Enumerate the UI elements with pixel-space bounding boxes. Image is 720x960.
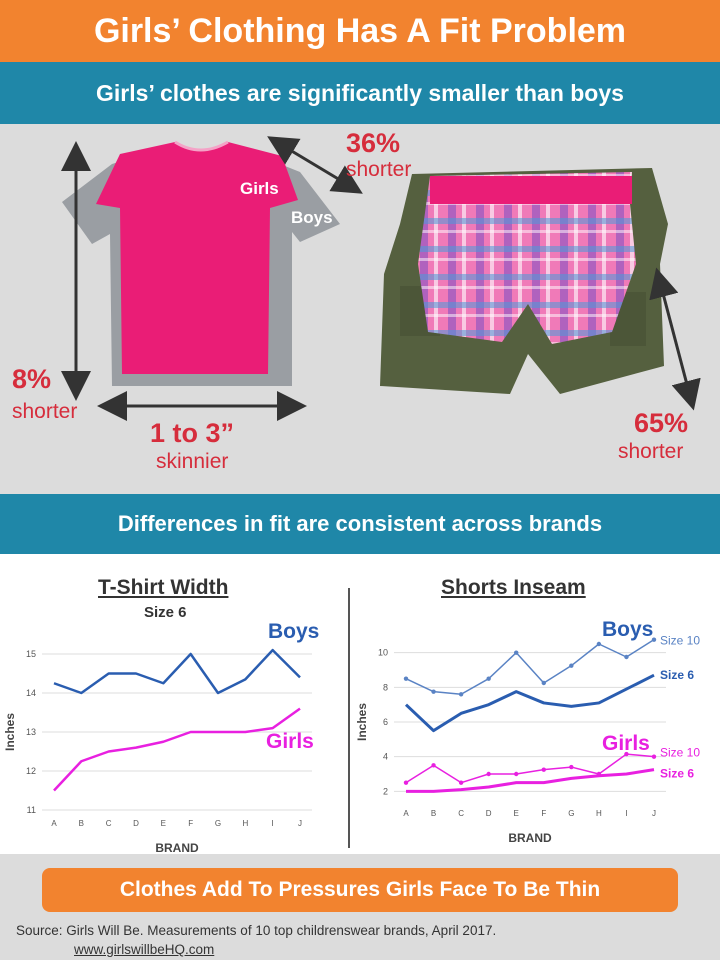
- y-tick-label: 11: [27, 805, 36, 815]
- y-tick-label: 10: [378, 648, 388, 658]
- data-point: [403, 780, 409, 785]
- data-point: [651, 754, 657, 759]
- series-end-label: Size 6: [660, 668, 694, 682]
- length-word: shorter: [12, 400, 78, 423]
- inseam-arrow: [649, 267, 701, 411]
- x-tick-label: E: [514, 809, 519, 818]
- x-tick-label: G: [215, 819, 221, 828]
- data-point: [514, 771, 519, 777]
- girls-shorts: [418, 172, 636, 344]
- x-tick-label: G: [568, 809, 574, 818]
- clothing-photo-area: Girls Boys 36% shorter 8% shorter 1 to 3…: [0, 124, 720, 494]
- data-point: [541, 680, 546, 686]
- sleeve-word: shorter: [346, 158, 412, 181]
- data-point: [458, 692, 464, 697]
- data-point: [569, 764, 574, 770]
- legend-girls: Girls: [602, 732, 650, 755]
- x-tick-label: J: [298, 819, 302, 828]
- data-point: [431, 689, 436, 694]
- legend-boys: Boys: [602, 618, 653, 641]
- tshirt-width-chart: 11 12 13 14 15 A B C D E F G H I J BRAND Inches Boys Girls: [3, 620, 319, 854]
- data-point: [486, 676, 491, 681]
- clothing-illustration: [61, 136, 701, 421]
- y-tick-label: 2: [383, 786, 388, 796]
- y-tick-label: 14: [26, 688, 36, 698]
- tshirt-chart-subtitle: Size 6: [144, 604, 187, 621]
- section-heading-fit: Girls’ clothes are significantly smaller…: [0, 62, 720, 124]
- x-tick-label: C: [458, 809, 464, 818]
- x-tick-label: H: [242, 819, 248, 828]
- series-line-boys-boys: [53, 648, 301, 695]
- y-tick-label: 4: [383, 752, 388, 762]
- page-title: Girls’ Clothing Has A Fit Problem: [0, 0, 720, 62]
- inseam-percent: 65%: [634, 408, 689, 438]
- y-tick-label: 8: [383, 682, 388, 692]
- x-tick-label: A: [403, 809, 409, 818]
- legend-boys: Boys: [268, 620, 319, 643]
- x-tick-label: C: [106, 819, 112, 828]
- x-tick-label: H: [596, 809, 602, 818]
- x-tick-label: D: [486, 809, 492, 818]
- series-end-label: Size 10: [660, 746, 700, 760]
- data-point: [569, 663, 574, 668]
- x-tick-label: I: [625, 809, 627, 818]
- y-axis-label: Inches: [355, 703, 369, 741]
- series-line-girls-girls: [53, 707, 301, 792]
- data-point: [431, 763, 436, 768]
- x-tick-label: B: [79, 819, 84, 828]
- chart-divider: [348, 588, 350, 848]
- data-point: [458, 780, 464, 785]
- x-tick-label: F: [541, 809, 546, 818]
- series-end-label: Size 10: [660, 634, 700, 648]
- shorts-inseam-chart: 2 4 6 8 10 A B C D E F G H I J BRAND Inches Boys Girls Size…: [355, 618, 700, 845]
- y-tick-label: 12: [26, 766, 36, 776]
- data-point: [486, 771, 491, 777]
- x-axis-label: BRAND: [508, 831, 552, 845]
- cta-banner: Clothes Add To Pressures Girls Face To B…: [42, 868, 678, 912]
- series-line-girls-size-10: [405, 753, 655, 784]
- data-point: [403, 676, 409, 681]
- data-point: [624, 751, 629, 757]
- data-point: [514, 650, 519, 655]
- series-line-boys-size-10: [405, 639, 655, 696]
- girls-shirt-label: Girls: [240, 179, 279, 198]
- x-tick-label: F: [188, 819, 193, 828]
- inseam-word: shorter: [618, 440, 684, 463]
- footer-area: Clothes Add To Pressures Girls Face To B…: [0, 854, 720, 960]
- tshirt-chart-title: T-Shirt Width: [98, 576, 229, 599]
- legend-girls: Girls: [266, 730, 314, 753]
- series-line-boys-size-6: [404, 673, 655, 733]
- x-tick-label: J: [652, 809, 656, 818]
- series-line-girls-size-6: [406, 768, 655, 793]
- sleeve-arrow: [267, 136, 363, 194]
- data-point: [651, 637, 657, 642]
- inseam-chart-title: Shorts Inseam: [441, 576, 586, 599]
- y-tick-label: 13: [26, 727, 36, 737]
- width-value: 1 to 3”: [150, 418, 235, 448]
- y-tick-label: 6: [383, 717, 388, 727]
- x-tick-label: D: [133, 819, 139, 828]
- width-word: skinnier: [156, 450, 229, 473]
- sleeve-percent: 36%: [346, 128, 401, 158]
- data-point: [624, 654, 629, 660]
- x-tick-label: A: [51, 819, 57, 828]
- source-note: Source: Girls Will Be. Measurements of 1…: [16, 923, 497, 938]
- data-point: [541, 767, 546, 772]
- y-axis-label: Inches: [3, 713, 17, 751]
- x-tick-label: B: [431, 809, 436, 818]
- y-tick-label: 15: [26, 649, 36, 659]
- x-axis-label: BRAND: [155, 841, 199, 854]
- length-percent: 8%: [12, 364, 52, 394]
- data-point: [596, 641, 602, 647]
- charts-area: T-Shirt Width Size 6 11 12 13 14 15 A B C D E F G H I…: [0, 554, 720, 854]
- boys-shirt-label: Boys: [291, 208, 333, 227]
- source-link[interactable]: www.girlswillbeHQ.com: [74, 942, 215, 957]
- x-tick-label: I: [272, 819, 274, 828]
- section-heading-brands: Differences in fit are consistent across…: [0, 494, 720, 554]
- x-tick-label: E: [161, 819, 166, 828]
- girls-tshirt: [96, 140, 298, 374]
- series-end-label: Size 6: [660, 767, 694, 781]
